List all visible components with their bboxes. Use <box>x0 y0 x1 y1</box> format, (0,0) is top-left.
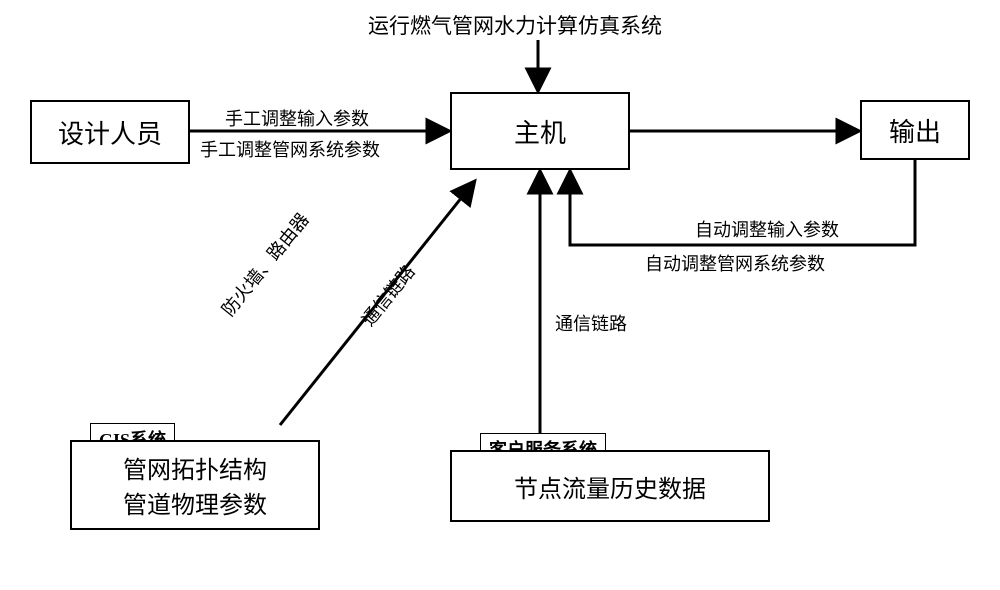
node-output: 输出 <box>860 100 970 160</box>
node-gis: 管网拓扑结构 管道物理参数 <box>70 440 320 530</box>
label-auto-input: 自动调整输入参数 <box>695 216 839 242</box>
label-auto-system: 自动调整管网系统参数 <box>645 250 825 276</box>
diagram-title: 运行燃气管网水力计算仿真系统 <box>368 10 662 40</box>
node-output-label: 输出 <box>889 112 941 149</box>
node-gis-label: 管网拓扑结构 管道物理参数 <box>123 450 267 520</box>
node-designer: 设计人员 <box>30 100 190 164</box>
label-comm-link-gis: 通信链路 <box>355 259 421 331</box>
node-designer-label: 设计人员 <box>58 114 162 151</box>
node-host: 主机 <box>450 92 630 170</box>
label-comm-link-css: 通信链路 <box>555 310 627 336</box>
node-host-label: 主机 <box>514 113 566 150</box>
label-firewall-router: 防火墙、路由器 <box>215 207 315 321</box>
node-css: 节点流量历史数据 <box>450 450 770 522</box>
label-manual-system: 手工调整管网系统参数 <box>200 136 380 162</box>
label-manual-input: 手工调整输入参数 <box>225 105 369 131</box>
node-css-label: 节点流量历史数据 <box>514 469 706 504</box>
